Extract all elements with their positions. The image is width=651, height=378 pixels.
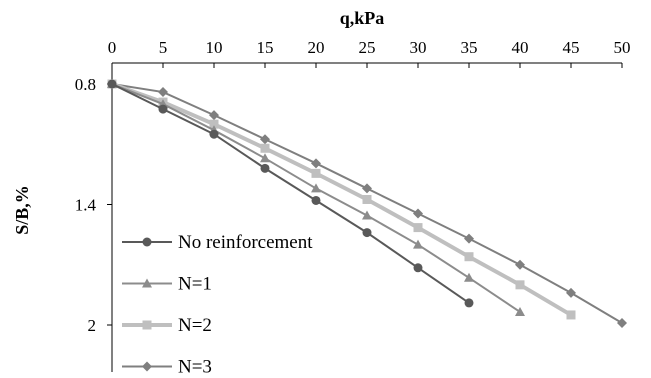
legend-swatch-marker: [142, 278, 152, 288]
y-tick-label: 0.8: [75, 75, 96, 94]
data-point: [260, 163, 270, 173]
legend-item: N=3: [122, 357, 212, 378]
data-point: [413, 208, 423, 219]
y-axis-title: S/B,%: [12, 185, 32, 235]
x-axis-title: q,kPa: [340, 8, 385, 28]
legend-label: No reinforcement: [178, 232, 313, 253]
data-point: [515, 306, 525, 316]
series-layer: [107, 79, 627, 328]
data-point: [209, 129, 219, 139]
legend-swatch-marker: [142, 361, 152, 372]
series-line: [111, 83, 470, 304]
data-point: [362, 194, 372, 204]
legend-item: N=2: [122, 315, 212, 336]
x-tick-label: 15: [257, 38, 274, 57]
data-point: [260, 134, 270, 145]
legend-label: N=3: [178, 357, 212, 378]
legend-label: N=2: [178, 315, 212, 336]
data-point: [158, 87, 168, 98]
data-point: [311, 168, 321, 178]
data-point: [566, 287, 576, 298]
data-point: [260, 143, 270, 153]
x-tick-label: 5: [159, 38, 168, 57]
series-no-reinforcement: [107, 79, 474, 308]
data-point: [515, 280, 525, 290]
y-tick-label: 1.4: [75, 196, 97, 215]
data-point: [362, 228, 372, 238]
legend-swatch-marker: [142, 320, 152, 330]
data-point: [515, 259, 525, 270]
data-point: [209, 110, 219, 121]
data-point: [209, 119, 219, 129]
data-point: [362, 183, 372, 194]
data-point: [311, 158, 321, 169]
data-point: [464, 233, 474, 244]
legend-item: N=1: [122, 274, 212, 295]
x-tick-label: 10: [206, 38, 223, 57]
data-point: [464, 252, 474, 262]
legend-item: No reinforcement: [122, 232, 313, 253]
data-point: [362, 210, 372, 220]
data-point: [260, 153, 270, 163]
x-tick-label: 30: [410, 38, 427, 57]
data-point: [107, 79, 117, 89]
data-point: [413, 263, 423, 273]
x-tick-label: 45: [563, 38, 580, 57]
x-tick-label: 25: [359, 38, 376, 57]
data-point: [158, 104, 168, 114]
data-point: [311, 183, 321, 193]
data-point: [617, 317, 627, 328]
data-point: [566, 310, 576, 320]
data-point: [413, 239, 423, 249]
series-line: [111, 82, 573, 317]
legend-swatch-marker: [142, 237, 152, 247]
y-tick-label: 2: [88, 316, 97, 335]
x-tick-label: 50: [614, 38, 631, 57]
data-point: [464, 298, 474, 308]
x-tick-label: 35: [461, 38, 478, 57]
x-tick-label: 0: [108, 38, 117, 57]
x-tick-label: 20: [308, 38, 325, 57]
data-point: [413, 223, 423, 233]
legend: No reinforcement N=1 N=2 N=3: [122, 232, 313, 378]
axes: 0 5 10 15 20 25 30 35 40 45 50 0.8 1.4 2: [75, 38, 631, 372]
data-point: [311, 195, 321, 205]
legend-label: N=1: [178, 274, 212, 295]
x-tick-label: 40: [512, 38, 529, 57]
data-point: [464, 272, 474, 282]
